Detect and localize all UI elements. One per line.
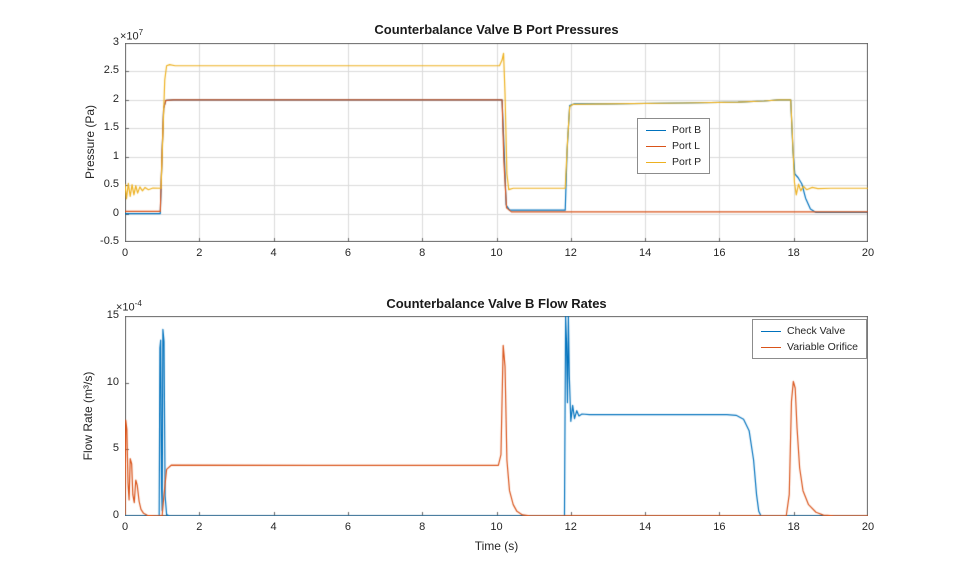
y-tick-label: 0 (112, 509, 119, 521)
legend-entry-label: Port L (672, 140, 701, 152)
pressure-chart-title: Counterbalance Valve B Port Pressures (374, 22, 619, 37)
x-tick-label: 4 (270, 247, 277, 259)
legend-line-sample-icon (646, 145, 666, 147)
flow-legend[interactable]: Check Valve Variable Orifice (752, 319, 867, 359)
y-tick-label: 10 (106, 375, 119, 388)
x-tick-label: 10 (490, 247, 503, 259)
y-tick-label: 0.5 (103, 178, 119, 191)
y-scale-base: ×10 (120, 30, 139, 43)
pressure-plot-area (125, 43, 868, 242)
x-tick-label: 16 (713, 247, 726, 259)
legend-entry-label: Port P (672, 156, 702, 168)
legend-entry: Port B (646, 123, 701, 137)
x-tick-label: 2 (196, 247, 203, 259)
pressure-y-scale-label: ×107 (120, 28, 143, 43)
flow-y-scale-label: ×10-4 (116, 299, 142, 314)
x-tick-label: 0 (121, 247, 129, 259)
legend-entry: Check Valve (761, 324, 858, 338)
legend-entry-label: Port B (672, 124, 702, 136)
y-tick-label: 2.5 (103, 64, 119, 77)
y-tick-label: 5 (112, 442, 119, 455)
y-tick-label: 1.5 (103, 121, 119, 134)
x-tick-label: 20 (861, 247, 875, 259)
legend-line-sample-icon (761, 346, 781, 348)
y-tick-label: 2 (112, 92, 119, 105)
x-tick-label: 4 (270, 521, 277, 533)
x-tick-label: 10 (490, 521, 503, 533)
x-tick-label: 6 (344, 521, 351, 533)
flow-chart-title: Counterbalance Valve B Flow Rates (386, 296, 607, 311)
x-tick-label: 0 (121, 521, 129, 533)
y-tick-label: 1 (112, 149, 119, 162)
x-tick-label: 20 (861, 521, 875, 533)
x-tick-label: 6 (344, 247, 351, 259)
x-tick-label: 14 (638, 521, 652, 533)
y-tick-label: 0 (112, 206, 119, 219)
x-tick-label: 8 (419, 521, 426, 533)
legend-entry: Variable Orifice (761, 340, 858, 354)
y-tick-label: 15 (106, 309, 119, 321)
pressure-legend[interactable]: Port B Port L Port P (637, 118, 711, 174)
y-tick-label: -0.5 (100, 235, 119, 247)
y-scale-base: ×10 (116, 301, 135, 314)
x-tick-label: 12 (564, 521, 577, 533)
y-tick-label: 3 (112, 36, 119, 48)
x-tick-label: 16 (713, 521, 726, 533)
x-tick-label: 14 (638, 247, 652, 259)
x-tick-label: 8 (419, 247, 426, 259)
legend-line-sample-icon (646, 129, 666, 131)
time-axis-label: Time (s) (474, 539, 519, 553)
legend-line-sample-icon (761, 330, 781, 332)
x-tick-label: 2 (196, 521, 203, 533)
pressure-y-axis-label: Pressure (Pa) (83, 104, 97, 180)
legend-line-sample-icon (646, 161, 666, 163)
y-scale-exponent: -4 (134, 299, 142, 308)
flow-plot-area (125, 316, 868, 516)
legend-entry-label: Variable Orifice (787, 341, 858, 353)
legend-entry: Port P (646, 155, 701, 169)
y-scale-exponent: 7 (138, 28, 144, 37)
x-tick-label: 12 (564, 247, 577, 259)
x-tick-label: 18 (787, 247, 800, 259)
legend-entry: Port L (646, 139, 701, 153)
legend-entry-label: Check Valve (787, 325, 846, 337)
x-tick-label: 18 (787, 521, 800, 533)
